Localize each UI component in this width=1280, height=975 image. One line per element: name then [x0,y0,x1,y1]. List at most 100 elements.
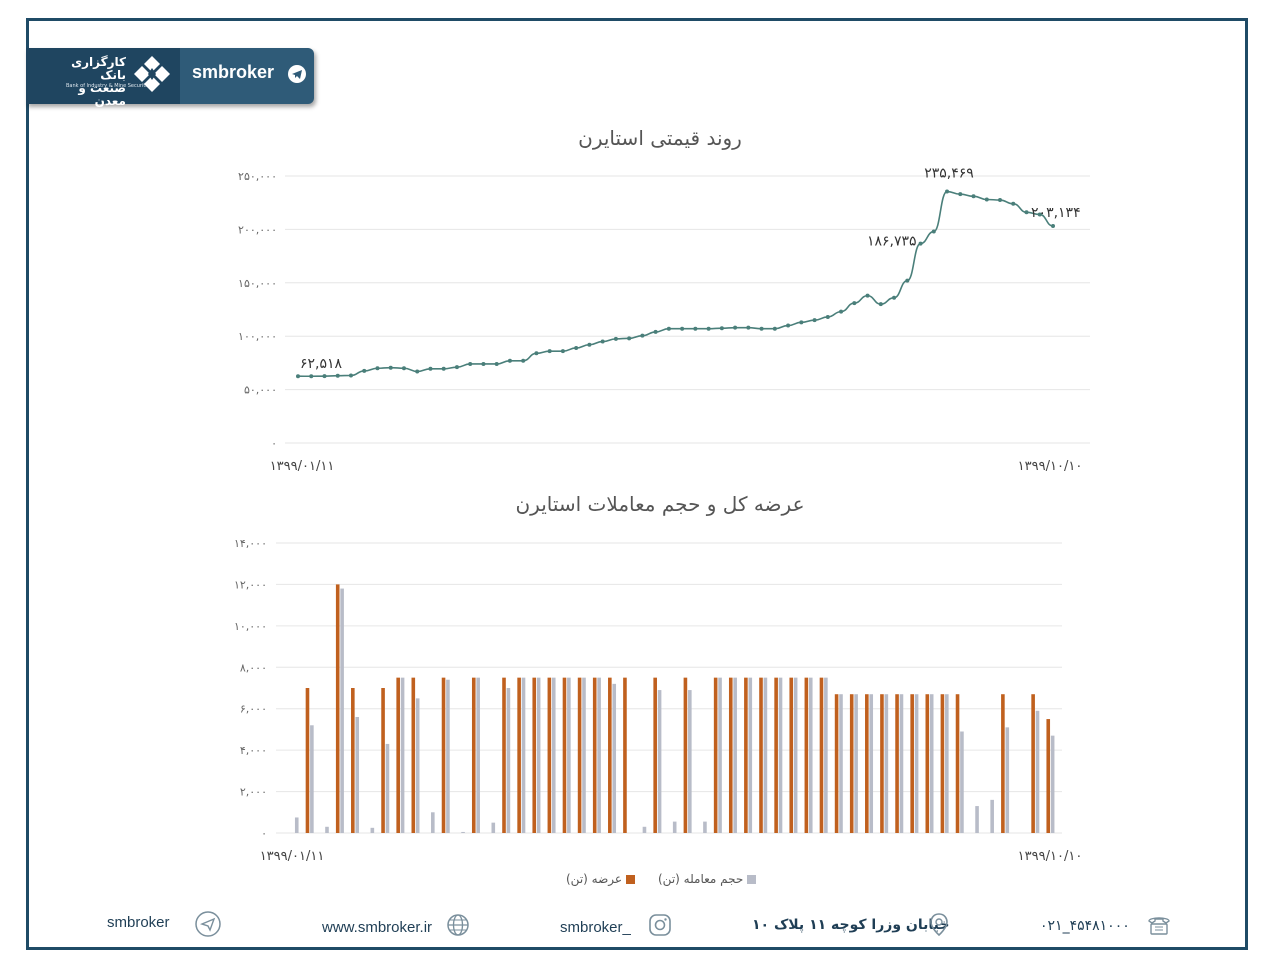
supply-bar [759,677,763,833]
price-point [958,192,963,197]
price-point [905,278,910,283]
price-point [428,366,433,371]
bank-name-en: Bank of Industry & Mine Securities [66,83,153,89]
volume-bar [567,677,571,833]
volume-bar [960,731,964,833]
price-point [613,336,618,341]
volume-bar [657,690,662,833]
price-point [388,365,393,370]
telegram-icon[interactable] [288,65,306,83]
price-y-tick-label: ۱٠٠,٠٠٠ [238,330,277,343]
volume-bar [536,677,541,833]
price-point [335,373,340,378]
price-point [560,349,565,354]
volume-bar [1035,710,1040,833]
price-point [812,318,817,323]
supply-bar [819,677,824,833]
supply-bar [804,677,809,833]
volume-bar [415,698,420,833]
volume-bar [294,817,299,833]
supply-bar [789,677,794,833]
volume-bar [597,677,601,833]
price-point [640,333,645,338]
supply-bar [532,677,537,833]
price-point [574,345,579,350]
price-point [494,361,499,366]
send-icon [195,911,221,937]
volume-bar [491,822,496,833]
supply-bar [411,677,416,833]
price-point [799,320,804,325]
legend-volume-swatch [747,875,757,884]
volume-bar [945,694,949,833]
bar-y-tick-label: ۱۲,٠٠٠ [234,578,267,591]
bank-name-fa: کارگزاری بانک صنعت و معدن [71,55,126,108]
supply-bar [471,677,476,833]
bar-y-tick-label: ۸,٠٠٠ [240,661,267,674]
price-point [296,374,300,379]
bar-y-tick-label: ۲,٠٠٠ [240,786,267,799]
supply-bar [396,677,400,833]
price-y-tick-label: ۱۵٠,٠٠٠ [238,277,277,290]
volume-bar [551,677,556,833]
supply-bar [1031,694,1035,833]
volume-bar [582,677,586,833]
volume-bar [869,694,874,833]
price-point [600,339,605,344]
volume-bar [914,694,919,833]
volume-bar [793,677,798,833]
price-point [666,326,671,331]
price-point [945,189,950,194]
price-point [706,326,711,331]
volume-bar [446,679,450,833]
volume-bar [355,717,360,833]
price-point [534,351,539,356]
price-point [322,374,327,379]
price-point [918,241,923,246]
supply-bar [592,677,597,833]
supply-bar [562,677,567,833]
volume-bar [672,821,677,833]
globe-icon [447,914,469,936]
volume-bar [884,694,889,833]
price-point [852,301,857,306]
price-y-tick-label: ۵٠,٠٠٠ [244,384,277,397]
bar-y-tick-label: ۱٠,٠٠٠ [234,620,267,633]
supply-bar [925,694,930,833]
price-point [680,326,685,331]
price-point [507,358,512,363]
supply-bar [955,694,960,833]
footer-address: خیابان وزرا کوچه ۱۱ پلاک ۱٠ [752,917,950,933]
volume-bar [824,677,828,833]
volume-bar [929,694,934,833]
footer-website[interactable]: www.smbroker.ir [322,919,433,936]
price-trend-chart: ٠ ۵٠,٠٠٠ ۱٠٠,٠٠٠ ۱۵٠,٠٠٠ ۲٠٠,٠٠٠ ۲۵٠,٠٠٠ ۶۲,۵۱… [238,166,1090,474]
instagram-icon [649,914,671,936]
footer-social-name[interactable]: smbroker [107,914,170,931]
price-point [719,326,724,331]
volume-bar [1050,735,1055,833]
footer-phone[interactable]: ٠۲۱_۴۵۴۸۱٠٠٠ [1040,918,1130,934]
volume-bar [990,799,994,833]
supply-bar [865,694,869,833]
bank-mark-icon [134,56,170,92]
volume-bar [370,827,375,833]
supply-bar [834,694,839,833]
volume-bar [975,806,979,833]
brand-name: smbroker [192,62,275,82]
footer-instagram[interactable]: smbroker_ [560,919,631,936]
price-point [1051,224,1055,229]
volume-bar [748,677,753,833]
volume-bar [521,677,526,833]
supply-bar [351,688,355,833]
price-point [878,302,883,307]
supply-bar [713,677,718,833]
brand-header: کارگزاری بانک صنعت و معدن Bank of Indust… [26,48,314,108]
price-y-tick-label: ۲۵٠,٠٠٠ [238,170,277,183]
volume-bar [506,688,511,833]
price-point [892,295,897,300]
price-point [454,365,459,370]
volume-bar [718,677,722,833]
price-data-label: ۶۲,۵۱۸ [300,356,343,372]
supply-bar [744,677,748,833]
